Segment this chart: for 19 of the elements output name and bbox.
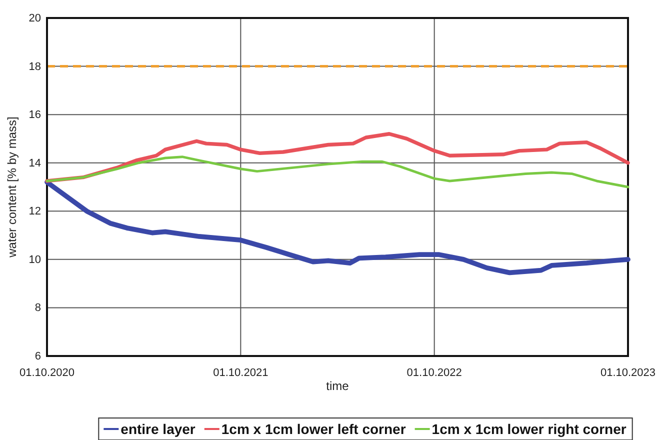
legend-label: entire layer bbox=[120, 421, 196, 437]
line-series bbox=[44, 180, 630, 276]
y-tick-label: 10 bbox=[28, 254, 41, 266]
x-tick-label: 01.10.2021 bbox=[213, 366, 268, 379]
y-tick-label: 12 bbox=[28, 206, 41, 218]
line-series bbox=[46, 156, 630, 188]
y-tick-label: 8 bbox=[34, 302, 41, 314]
legend-label: 1cm x 1cm lower right corner bbox=[432, 421, 627, 437]
legend-label: 1cm x 1cm lower left corner bbox=[221, 421, 406, 437]
y-tick-label: 18 bbox=[28, 60, 41, 73]
x-tick-label: 01.10.2022 bbox=[406, 366, 462, 379]
x-tick-label: 01.10.2020 bbox=[19, 366, 75, 379]
x-tick-label: 01.10.2023 bbox=[600, 366, 656, 379]
y-tick-label: 14 bbox=[28, 157, 41, 170]
y-tick-label: 6 bbox=[34, 350, 41, 363]
y-axis-title: water content [% by mass] bbox=[5, 116, 19, 258]
x-axis-title: time bbox=[326, 379, 350, 393]
y-tick-label: 20 bbox=[28, 12, 41, 25]
y-tick-label: 16 bbox=[28, 109, 41, 122]
